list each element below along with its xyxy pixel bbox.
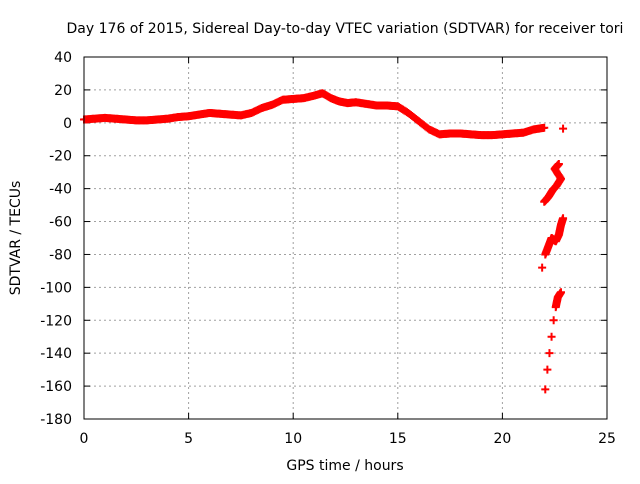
data-point — [556, 288, 565, 297]
data-point — [559, 124, 568, 133]
x-tick-label: 15 — [389, 431, 407, 447]
y-tick-label: -160 — [40, 379, 72, 395]
y-tick-label: 0 — [63, 116, 72, 132]
y-tick-label: -80 — [49, 247, 72, 263]
x-tick-label: 20 — [493, 431, 511, 447]
x-tick-label: 0 — [80, 431, 89, 447]
x-tick-label: 25 — [598, 431, 616, 447]
y-tick-label: -20 — [49, 149, 72, 165]
y-tick-label: 20 — [54, 83, 72, 99]
x-axis-label: GPS time / hours — [286, 458, 403, 474]
data-series — [80, 89, 568, 394]
data-point — [538, 263, 547, 272]
data-point — [554, 160, 563, 169]
y-tick-label: -120 — [40, 313, 72, 329]
chart-title: Day 176 of 2015, Sidereal Day-to-day VTE… — [67, 21, 624, 37]
y-tick-label: -40 — [49, 182, 72, 198]
y-tick-label: -180 — [40, 412, 72, 428]
y-tick-label: -60 — [49, 215, 72, 231]
data-points — [80, 89, 568, 394]
x-tick-label: 5 — [184, 431, 193, 447]
data-point — [549, 316, 558, 325]
y-axis-label: SDTVAR / TECUs — [8, 181, 24, 296]
data-point — [558, 215, 567, 224]
y-tick-label: -140 — [40, 346, 72, 362]
x-tick-label: 10 — [284, 431, 302, 447]
plot-frame — [83, 56, 608, 420]
data-point — [538, 123, 547, 132]
data-point — [543, 365, 552, 374]
axis-ticks: 40 20 0 -20 -40 -60 -80 -100 -120 -140 -160 -180 0 5 1… — [40, 50, 616, 447]
gridlines — [84, 57, 607, 419]
y-tick-label: 40 — [54, 50, 72, 66]
data-point — [545, 349, 554, 358]
data-point — [541, 385, 550, 394]
data-point — [547, 332, 556, 341]
y-tick-label: -100 — [40, 280, 72, 296]
